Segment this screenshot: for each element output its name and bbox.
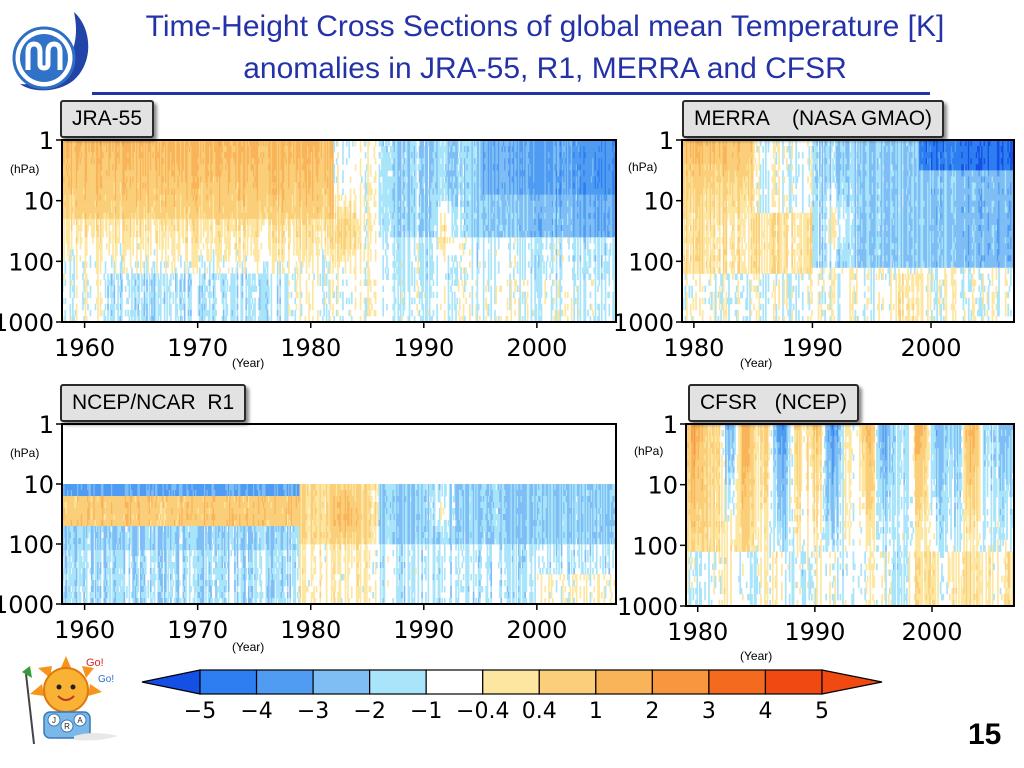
colorbar-segment xyxy=(425,669,484,695)
y-tick-label: 1000 xyxy=(617,593,678,621)
x-tick-label: 1990 xyxy=(393,334,454,362)
heatmap-r1 xyxy=(62,424,617,605)
colorbar-label: 5 xyxy=(815,699,829,724)
colorbar-label: 2 xyxy=(645,699,659,724)
y-tick-label: 100 xyxy=(632,532,678,560)
y-tick-label: 1000 xyxy=(0,591,54,619)
heatmap-jra xyxy=(62,140,617,323)
colorbar-arrow-right xyxy=(821,669,883,695)
y-unit-jra55: (hPa) xyxy=(10,162,39,176)
y-unit-merra: (hPa) xyxy=(628,160,657,174)
colorbar-label: −0.4 xyxy=(456,699,509,724)
plot-frame-jra xyxy=(61,139,617,323)
y-tick-label: 1000 xyxy=(0,309,54,337)
colorbar-segment xyxy=(764,669,823,695)
title-line-1: Time-Height Cross Sections of global mea… xyxy=(70,6,1020,48)
x-unit-r1: (Year) xyxy=(232,640,264,654)
y-tick-label: 10 xyxy=(23,471,54,499)
x-tick-label: 1980 xyxy=(280,616,341,644)
x-tick-label: 2000 xyxy=(506,334,567,362)
panel-label-r1: NCEP/NCAR R1 xyxy=(60,384,247,422)
slide-number: 15 xyxy=(968,718,1001,752)
panel-label-cfsr: CFSR (NCEP) xyxy=(688,384,859,422)
colorbar-label: −2 xyxy=(353,699,385,724)
y-tick-label: 100 xyxy=(628,248,674,276)
colorbar-label: −5 xyxy=(184,699,216,724)
mascot-letter-j: J xyxy=(52,716,56,725)
x-tick-label: 1960 xyxy=(54,616,115,644)
colorbar-segment xyxy=(255,669,314,695)
y-unit-r1: (hPa) xyxy=(10,446,39,460)
y-tick-label: 1 xyxy=(39,411,54,439)
colorbar-label: 1 xyxy=(589,699,603,724)
panel-label-merra: MERRA (NASA GMAO) xyxy=(682,100,945,138)
x-tick-label: 1990 xyxy=(782,334,843,362)
slide-title: Time-Height Cross Sections of global mea… xyxy=(70,6,1020,90)
colorbar-segment xyxy=(482,669,540,695)
heatmap-cfsr xyxy=(686,424,1015,607)
y-tick-label: 1 xyxy=(659,127,674,155)
x-unit-merra: (Year) xyxy=(740,356,772,370)
mascot-go-bottom: Go! xyxy=(98,674,114,685)
colorbar-arrow-left xyxy=(141,669,201,695)
plot-frame-cfsr xyxy=(685,423,1015,607)
heatmap-merra xyxy=(682,140,1015,323)
x-tick-label: 2000 xyxy=(901,618,962,646)
x-tick-label: 1980 xyxy=(667,618,728,646)
title-line-2: anomalies in JRA-55, R1, MERRA and CFSR xyxy=(70,48,1020,90)
panel-label-jra55: JRA-55 xyxy=(60,100,155,138)
y-tick-label: 100 xyxy=(8,531,54,559)
title-underline xyxy=(92,92,930,95)
jra-mascot: J R A Go! Go! xyxy=(22,656,118,745)
colorbar-segment xyxy=(312,669,371,695)
mascot-letter-r: R xyxy=(64,722,70,731)
colorbar-label: 0.4 xyxy=(522,699,557,724)
colorbar-segment xyxy=(651,669,710,695)
jma-logo xyxy=(12,12,89,91)
x-tick-label: 1960 xyxy=(54,334,115,362)
x-tick-label: 1990 xyxy=(393,616,454,644)
x-tick-label: 2000 xyxy=(900,334,961,362)
colorbar-label: 3 xyxy=(702,699,716,724)
colorbar-label: 4 xyxy=(758,699,772,724)
colorbar-label: −4 xyxy=(240,699,272,724)
plot-frame-merra xyxy=(681,139,1015,323)
x-tick-label: 1970 xyxy=(167,334,228,362)
x-tick-label: 1970 xyxy=(167,616,228,644)
plot-frame-r1 xyxy=(61,423,617,605)
colorbar-segment xyxy=(708,669,767,695)
y-tick-label: 10 xyxy=(647,472,678,500)
colorbar-segment xyxy=(595,669,653,695)
colorbar-label: −3 xyxy=(297,699,329,724)
y-tick-label: 100 xyxy=(8,248,54,276)
colorbar: −5 −4 −3 −2 −1 −0.4 0.4 1 2 3 4 5 xyxy=(141,669,883,724)
y-tick-label: 1 xyxy=(39,127,54,155)
x-tick-label: 1980 xyxy=(663,334,724,362)
x-unit-jra55: (Year) xyxy=(232,356,264,370)
colorbar-segment xyxy=(369,669,427,695)
mascot-go-top: Go! xyxy=(86,657,104,669)
y-tick-label: 1000 xyxy=(613,309,674,337)
colorbar-segment xyxy=(538,669,597,695)
colorbar-label: −1 xyxy=(410,699,442,724)
colorbar-segment xyxy=(199,669,258,695)
x-tick-label: 1990 xyxy=(784,618,845,646)
y-tick-label: 10 xyxy=(643,188,674,216)
x-tick-label: 2000 xyxy=(506,616,567,644)
x-unit-cfsr: (Year) xyxy=(740,649,772,663)
y-tick-label: 10 xyxy=(23,188,54,216)
x-tick-label: 1980 xyxy=(280,334,341,362)
y-unit-cfsr: (hPa) xyxy=(634,444,663,458)
y-tick-label: 1 xyxy=(663,411,678,439)
mascot-letter-a: A xyxy=(77,716,83,725)
